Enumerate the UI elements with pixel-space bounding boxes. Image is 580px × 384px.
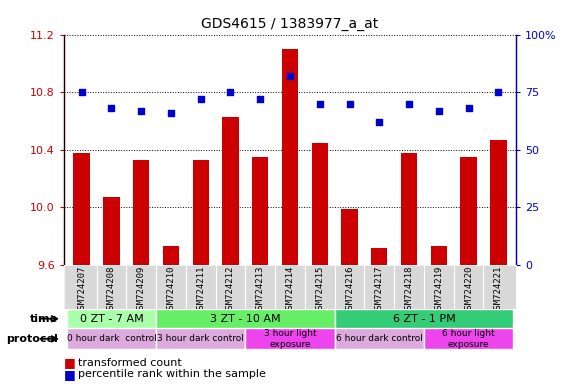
Text: GSM724214: GSM724214 — [285, 266, 295, 314]
Point — [375, 119, 384, 125]
Bar — [311, 142, 328, 384]
Text: GSM724213: GSM724213 — [256, 266, 264, 314]
Bar — [245, 328, 335, 349]
Bar — [424, 328, 513, 349]
Point — [464, 105, 473, 111]
Text: time: time — [30, 314, 58, 324]
Text: 3 hour light
exposure: 3 hour light exposure — [264, 329, 316, 349]
Text: GSM724215: GSM724215 — [316, 266, 324, 314]
Text: ■: ■ — [64, 368, 75, 381]
Bar — [133, 160, 150, 384]
Bar — [342, 209, 358, 384]
Point — [494, 89, 503, 95]
Bar — [490, 140, 506, 384]
Text: 0 hour dark  control: 0 hour dark control — [67, 334, 156, 343]
Text: GSM724220: GSM724220 — [464, 266, 473, 314]
Bar — [371, 248, 387, 384]
Point — [256, 96, 265, 102]
Bar — [401, 152, 417, 384]
Point — [226, 89, 235, 95]
Bar — [222, 117, 238, 384]
Bar — [282, 49, 298, 384]
Text: GSM724207: GSM724207 — [77, 266, 86, 314]
Text: GSM724218: GSM724218 — [405, 266, 414, 314]
Point — [166, 110, 176, 116]
Title: GDS4615 / 1383977_a_at: GDS4615 / 1383977_a_at — [201, 17, 379, 31]
Text: protocol: protocol — [6, 334, 58, 344]
Bar — [163, 246, 179, 384]
Bar — [335, 309, 513, 328]
Text: 6 hour dark control: 6 hour dark control — [336, 334, 423, 343]
Bar — [252, 157, 269, 384]
Point — [345, 101, 354, 107]
Bar — [67, 328, 156, 349]
Point — [285, 73, 295, 79]
Bar — [461, 157, 477, 384]
Text: 0 ZT - 7 AM: 0 ZT - 7 AM — [79, 314, 143, 324]
Text: ■: ■ — [64, 356, 75, 369]
Bar — [193, 160, 209, 384]
Text: 6 hour light
exposure: 6 hour light exposure — [443, 329, 495, 349]
Point — [77, 89, 86, 95]
Point — [136, 108, 146, 114]
Point — [434, 108, 444, 114]
Text: GSM724219: GSM724219 — [434, 266, 443, 314]
Text: GSM724216: GSM724216 — [345, 266, 354, 314]
Bar — [103, 197, 119, 384]
Point — [196, 96, 205, 102]
Text: GSM724211: GSM724211 — [196, 266, 205, 314]
Text: GSM724208: GSM724208 — [107, 266, 116, 314]
Text: GSM724217: GSM724217 — [375, 266, 384, 314]
Text: 3 ZT - 10 AM: 3 ZT - 10 AM — [210, 314, 281, 324]
Text: percentile rank within the sample: percentile rank within the sample — [78, 369, 266, 379]
Text: GSM724209: GSM724209 — [137, 266, 146, 314]
Bar — [67, 309, 156, 328]
Text: 6 ZT - 1 PM: 6 ZT - 1 PM — [393, 314, 455, 324]
Text: transformed count: transformed count — [78, 358, 182, 368]
Bar — [335, 328, 424, 349]
Point — [315, 101, 324, 107]
Bar — [156, 309, 335, 328]
Text: GSM724212: GSM724212 — [226, 266, 235, 314]
Bar — [430, 246, 447, 384]
Point — [107, 105, 116, 111]
Point — [404, 101, 414, 107]
Text: 3 hour dark control: 3 hour dark control — [157, 334, 244, 343]
Text: GSM724221: GSM724221 — [494, 266, 503, 314]
Bar — [156, 328, 245, 349]
Bar — [74, 152, 90, 384]
Text: GSM724210: GSM724210 — [166, 266, 175, 314]
